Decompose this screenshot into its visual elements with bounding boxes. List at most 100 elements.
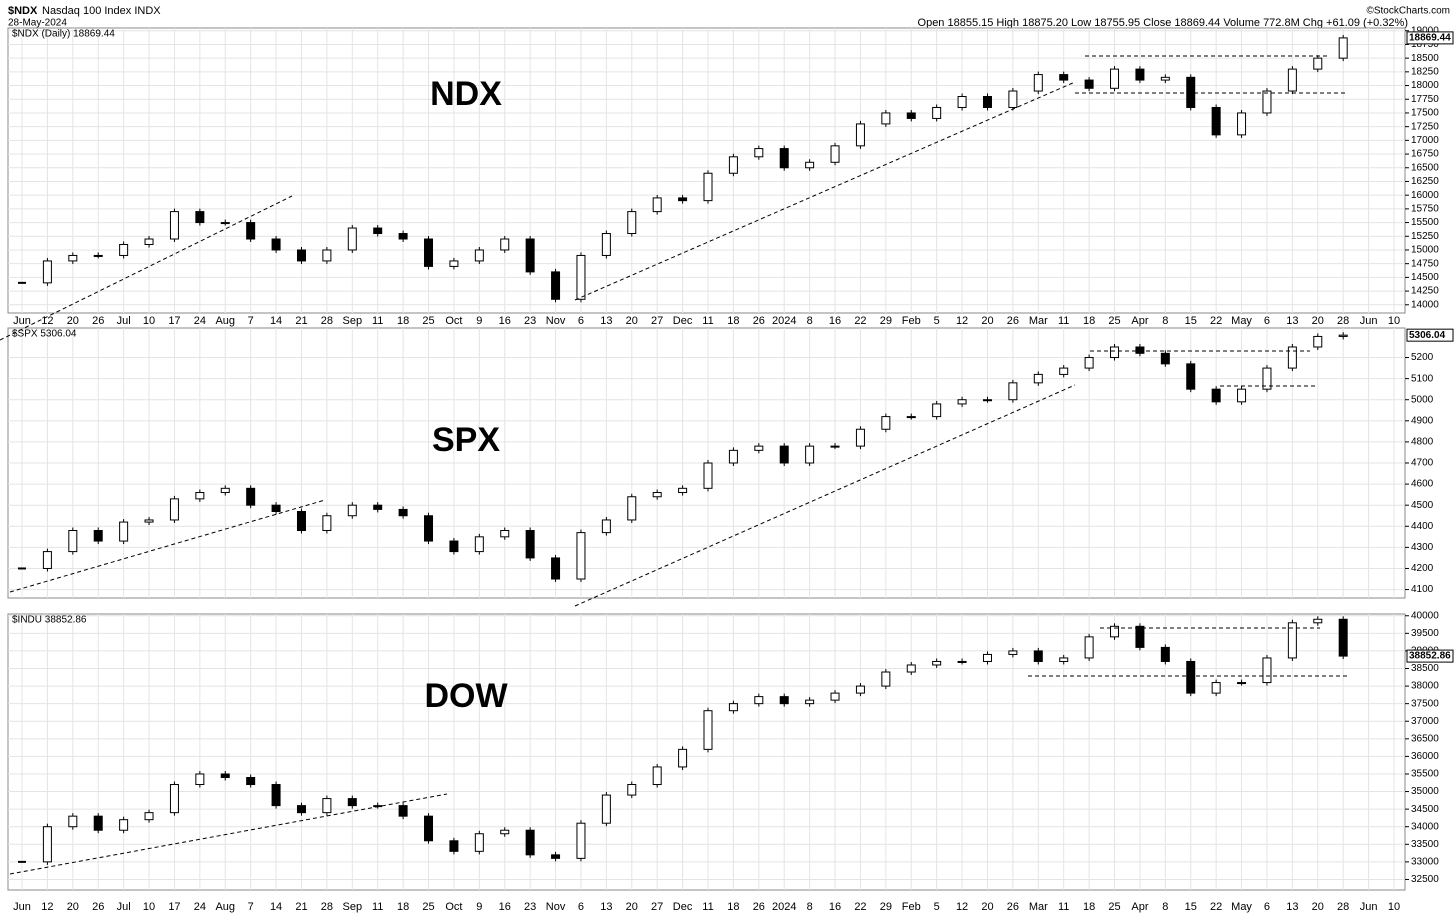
y-tick-label: 4700 <box>1411 458 1434 469</box>
x-tick-label: 8 <box>807 315 813 327</box>
x-tick-label: 26 <box>92 901 104 913</box>
last-price-box <box>1406 31 1454 45</box>
x-tick-label: 24 <box>194 901 206 913</box>
candle <box>119 521 129 542</box>
candle <box>398 508 408 517</box>
candle <box>1338 37 1348 59</box>
candle <box>703 172 713 202</box>
candle <box>805 161 815 169</box>
x-tick-label: Jun <box>1360 901 1378 913</box>
y-tick-label: 17000 <box>1411 135 1439 146</box>
candle <box>1135 68 1145 81</box>
x-tick-label: 26 <box>1007 901 1019 913</box>
candle <box>119 819 129 831</box>
candle <box>1287 68 1297 92</box>
candle <box>169 211 179 240</box>
y-tick-label: 4600 <box>1411 479 1434 490</box>
candle <box>1084 79 1094 89</box>
candle <box>1186 660 1196 694</box>
y-tick-label: 17750 <box>1411 94 1439 105</box>
candle <box>1338 334 1348 337</box>
candle <box>830 145 840 163</box>
x-tick-label: 26 <box>1007 315 1019 327</box>
candle <box>1237 388 1247 403</box>
x-tick-label: 6 <box>578 901 584 913</box>
x-tick-label: 6 <box>578 315 584 327</box>
y-tick-label: 36000 <box>1411 751 1439 762</box>
candle <box>93 815 103 831</box>
candle <box>42 826 52 863</box>
candle <box>347 227 357 251</box>
candle <box>1033 74 1043 92</box>
x-tick-label: 20 <box>67 901 79 913</box>
legend: $NDX (Daily) 18869.44 <box>12 29 115 40</box>
x-tick-label: 23 <box>524 901 536 913</box>
x-tick-label: 11 <box>1058 901 1069 913</box>
candle <box>982 96 992 108</box>
candle <box>449 260 459 267</box>
x-tick-label: 8 <box>1162 315 1168 327</box>
candle <box>424 515 434 542</box>
candle <box>1110 68 1120 89</box>
x-tick-label: Apr <box>1131 901 1148 913</box>
quote: Open 18855.15 High 18875.20 Low 18755.95… <box>918 17 1408 29</box>
candle <box>1033 373 1043 384</box>
candle <box>424 815 434 842</box>
y-tick-label: 16250 <box>1411 176 1439 187</box>
candle <box>1033 650 1043 662</box>
x-tick-label: 22 <box>1210 901 1222 913</box>
candle <box>728 156 738 174</box>
candle <box>551 557 561 580</box>
panel-frame <box>7 613 1406 891</box>
x-tick-label: 13 <box>600 901 612 913</box>
candle <box>1059 367 1069 375</box>
candle <box>678 487 688 494</box>
x-tick-label: 17 <box>168 315 180 327</box>
y-tick-label: 15250 <box>1411 231 1439 242</box>
candle <box>1211 388 1221 403</box>
candle <box>728 703 738 712</box>
x-tick-label: 16 <box>829 315 841 327</box>
candle <box>347 504 357 517</box>
x-tick-label: 28 <box>1337 901 1349 913</box>
candle <box>449 840 459 852</box>
x-tick-label: 10 <box>1388 315 1400 327</box>
y-tick-label: 4100 <box>1411 584 1434 595</box>
x-tick-label: 10 <box>143 315 155 327</box>
candle <box>68 254 78 262</box>
x-tick-label: 20 <box>626 901 638 913</box>
x-tick-label: 15 <box>1185 315 1197 327</box>
x-tick-label: Sep <box>343 901 363 913</box>
y-tick-label: 14250 <box>1411 286 1439 297</box>
candle <box>1313 618 1323 624</box>
date: 28-May-2024 <box>8 18 67 29</box>
candle <box>805 445 815 464</box>
x-tick-label: 25 <box>422 315 434 327</box>
y-tick-label: 16750 <box>1411 149 1439 160</box>
candle <box>932 403 942 418</box>
candle <box>1084 357 1094 369</box>
candle <box>68 530 78 553</box>
candle <box>1211 682 1221 694</box>
x-tick-label: Nov <box>546 315 566 327</box>
x-tick-label: 28 <box>321 315 333 327</box>
x-tick-label: 21 <box>295 901 307 913</box>
last-price-box <box>1406 328 1454 342</box>
trend-lines <box>0 55 1350 875</box>
x-tick-label: 20 <box>981 901 993 913</box>
x-tick-label: Feb <box>902 901 921 913</box>
last-price-box <box>1406 649 1454 663</box>
x-tick-label: 12 <box>41 901 53 913</box>
x-tick-label: 11 <box>1058 315 1069 327</box>
candle <box>1211 106 1221 136</box>
y-tick-label: 38000 <box>1411 681 1439 692</box>
y-tick-label: 17500 <box>1411 108 1439 119</box>
candle <box>1262 90 1272 114</box>
x-tick-label: 18 <box>397 315 409 327</box>
y-tick-label: 39500 <box>1411 628 1439 639</box>
candle <box>93 254 103 257</box>
candle <box>652 492 662 498</box>
x-tick-label: 20 <box>626 315 638 327</box>
candle <box>1008 650 1018 655</box>
y-tick-label: 36500 <box>1411 733 1439 744</box>
